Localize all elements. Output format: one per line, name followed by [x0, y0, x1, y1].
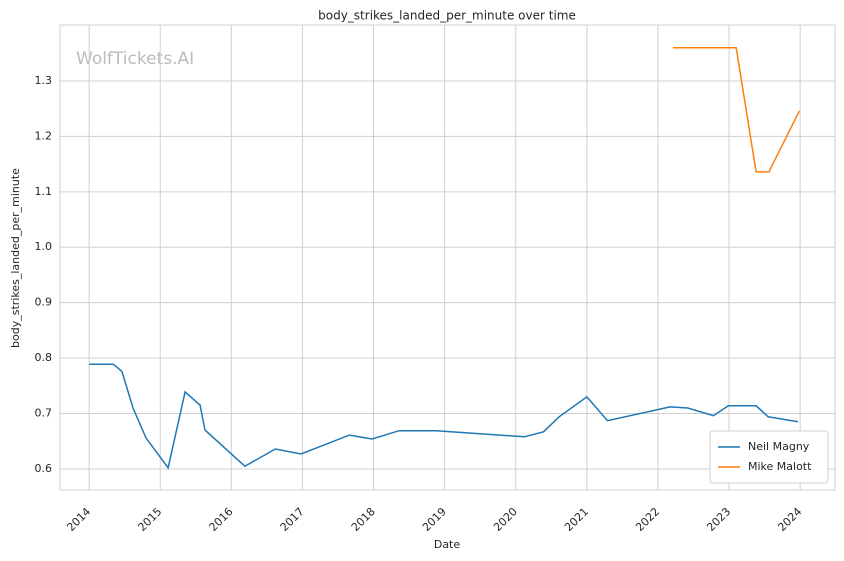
watermark: WolfTickets.AI [76, 49, 194, 69]
line [89, 363, 799, 470]
y-tick-label: 1.1 [35, 185, 53, 198]
y-tick-label: 0.8 [35, 351, 53, 364]
y-tick-label: 1.3 [35, 74, 53, 87]
line [672, 46, 801, 173]
plot-frame [59, 24, 836, 491]
legend-label: Neil Magny [748, 440, 810, 453]
chart-title: body_strikes_landed_per_minute over time [318, 9, 576, 23]
y-tick-label: 0.9 [35, 296, 53, 309]
y-axis-label: body_strikes_landed_per_minute [9, 168, 22, 348]
x-axis-label: Date [434, 538, 461, 551]
legend [709, 430, 829, 484]
y-tick-label: 0.6 [35, 462, 53, 475]
y-tick-label: 1.0 [35, 240, 53, 253]
y-tick-label: 0.7 [35, 407, 53, 420]
y-tick-label: 1.2 [35, 129, 53, 142]
legend-label: Mike Malott [748, 460, 812, 473]
